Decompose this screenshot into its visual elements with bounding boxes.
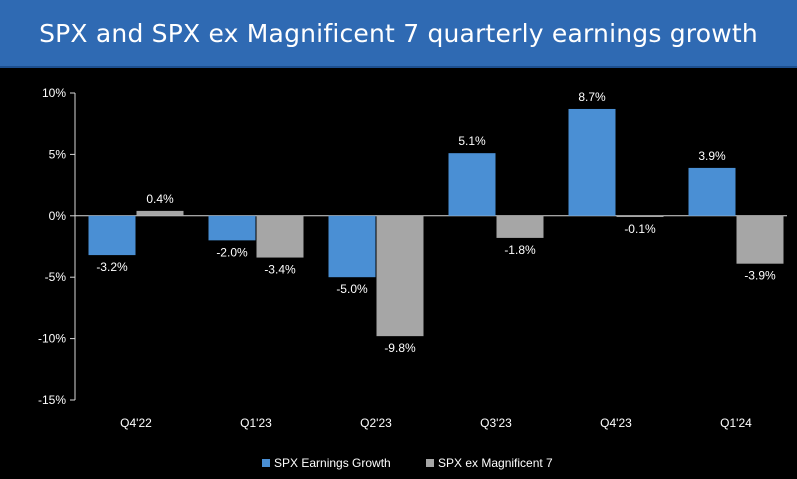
data-label: -0.1% [624,222,656,236]
data-label: 8.7% [578,90,606,104]
x-category-label: Q2'23 [360,416,392,430]
bar-spx [328,215,376,278]
bar-spx [688,167,736,216]
bar-spx-ex-mag7 [616,215,664,218]
bar-spx [208,215,256,241]
data-label: -3.9% [744,269,776,283]
data-label: 0.4% [146,192,174,206]
x-category-label: Q3'23 [480,416,512,430]
y-tick-label: 5% [49,147,67,161]
data-label: -1.8% [504,243,536,257]
data-label: -3.4% [264,263,296,277]
y-tick-label: -10% [38,332,66,346]
data-label: -5.0% [336,282,368,296]
bar-spx [88,215,136,256]
bar-spx-ex-mag7 [376,215,424,337]
y-tick-label: -5% [45,270,67,284]
legend-spx-ex-mag7-swatch [426,459,434,467]
legend-spx-label: SPX Earnings Growth [274,456,391,470]
y-tick-label: 10% [42,86,66,100]
data-label: -3.2% [96,260,128,274]
bar-spx-ex-mag7 [736,215,784,264]
data-label: -9.8% [384,341,416,355]
title-bar: SPX and SPX ex Magnificent 7 quarterly e… [0,0,797,68]
x-category-label: Q1'24 [720,416,752,430]
data-label: -2.0% [216,245,248,259]
chart-title: SPX and SPX ex Magnificent 7 quarterly e… [39,18,758,48]
bar-spx [568,108,616,216]
data-label: 3.9% [698,149,726,163]
bar-spx-ex-mag7 [256,215,304,258]
x-category-label: Q4'22 [120,416,152,430]
bar-spx-ex-mag7 [496,215,544,238]
x-category-label: Q1'23 [240,416,272,430]
data-label: 5.1% [458,134,486,148]
y-tick-label: 0% [49,209,67,223]
x-category-label: Q4'23 [600,416,632,430]
legend-spx-ex-mag7-label: SPX ex Magnificent 7 [438,456,553,470]
legend-spx-swatch [262,459,270,467]
y-tick-label: -15% [38,393,66,407]
bar-spx [448,153,496,216]
chart-area: 10% 5% 0% -5% -10% -15% -3.2% 0.4% Q4'22 -2.0% -3.… [38,86,787,470]
bar-spx-ex-mag7 [136,210,184,216]
